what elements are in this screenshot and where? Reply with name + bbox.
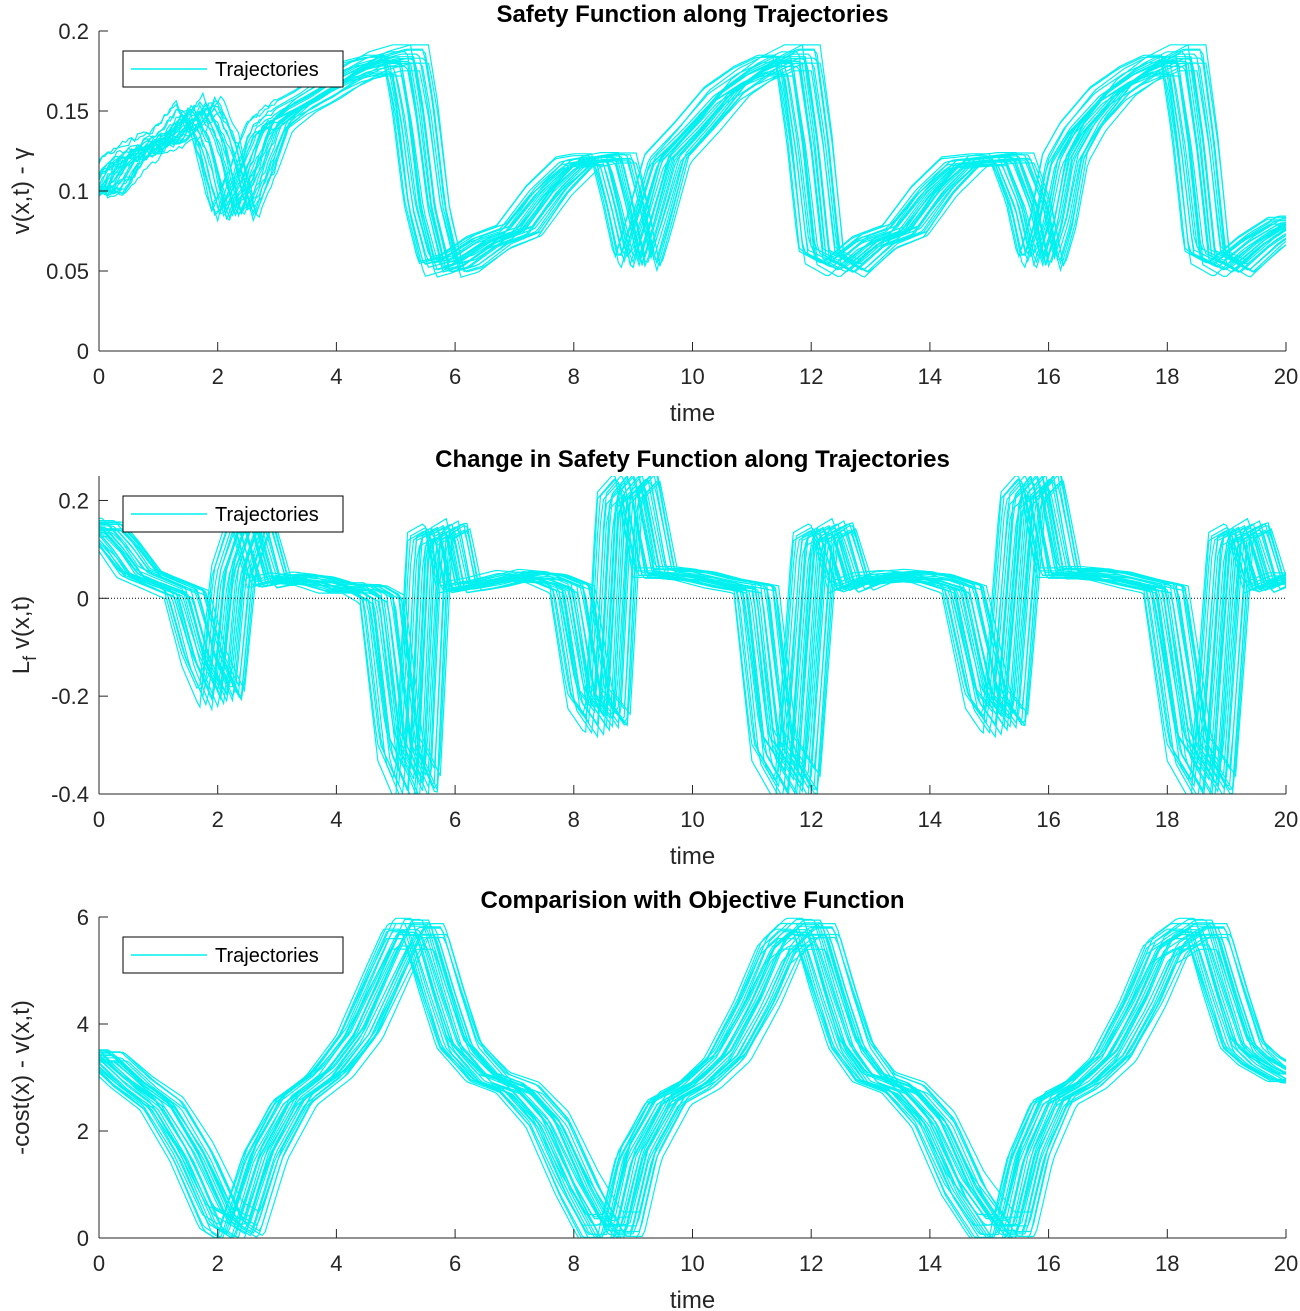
x-tick-label: 10 [680,364,704,389]
x-tick-label: 8 [568,1251,580,1276]
x-tick-label: 6 [449,364,461,389]
legend-label: Trajectories [215,945,319,967]
trajectory-line [99,479,1286,790]
trajectory-line [99,923,1286,1238]
x-tick-label: 20 [1274,364,1298,389]
x-tick-label: 0 [93,364,105,389]
chart-title: Safety Function along Trajectories [496,1,888,28]
trajectory-line [99,48,1286,271]
y-axis-label: -cost(x) - v(x,t) [8,1000,35,1155]
trajectory-line [99,927,1286,1238]
trajectory-line [99,934,1286,1220]
chart-title: Comparision with Objective Function [480,887,904,914]
x-tick-label: 0 [93,1251,105,1276]
y-tick-label: 2 [77,1119,89,1144]
x-tick-label: 2 [212,807,224,832]
trajectory-line [99,476,1286,794]
trajectory-line [99,934,1286,1237]
trajectory-line [99,482,1286,794]
x-tick-label: 16 [1036,807,1060,832]
y-tick-label: -0.4 [51,782,89,807]
y-axis-label-part: v(x,t) [8,596,35,656]
trajectory-line [99,936,1286,1213]
trajectory-line [99,55,1286,277]
x-tick-label: 10 [680,807,704,832]
x-tick-label: 14 [918,364,942,389]
x-tick-label: 6 [449,1251,461,1276]
trajectory-group [99,917,1286,1238]
trajectory-line [99,919,1286,1232]
trajectory-group [99,44,1286,278]
x-tick-label: 4 [330,364,342,389]
x-tick-label: 12 [799,807,823,832]
chart-svg-objective-comparison: 0 2 4 6 8 10 12 14 16 18 20 0 2 4 6 Comparision with Ob… [8,887,1298,1311]
trajectory-line [99,480,1286,778]
x-tick-label: 0 [93,807,105,832]
trajectory-line [99,54,1286,263]
x-tick-label: 2 [212,364,224,389]
y-tick-label: 6 [77,905,89,930]
y-tick-label: 0.05 [46,259,89,284]
x-tick-label: 4 [330,807,342,832]
x-tick-label: 2 [212,1251,224,1276]
y-axis-label-part: L [8,661,35,674]
trajectory-line [99,44,1286,272]
y-tick-label: 0.2 [58,488,89,513]
legend-label: Trajectories [215,59,319,81]
subplot-objective-comparison: 0 2 4 6 8 10 12 14 16 18 20 0 2 4 6 Comparision with Ob… [0,874,1300,1311]
trajectory-line [99,480,1286,793]
y-axis-label-subscript: f [20,655,40,661]
chart-svg-safety-function: 0 2 4 6 8 10 12 14 16 18 20 0 0.05 0.1 0.15 0.2 Safety F… [8,1,1298,427]
trajectory-line [99,56,1286,278]
x-tick-label: 20 [1274,807,1298,832]
trajectory-line [99,922,1286,1235]
trajectory-line [99,53,1286,265]
y-tick-label: 0 [77,586,89,611]
x-tick-label: 18 [1155,807,1179,832]
x-tick-label: 18 [1155,1251,1179,1276]
x-tick-label: 10 [680,1251,704,1276]
y-tick-label: 0 [77,1226,89,1251]
trajectory-line [99,931,1286,1218]
trajectory-line [99,62,1286,273]
legend-label: Trajectories [215,504,319,526]
subplot-change-in-safety-function: 0 2 4 6 8 10 12 14 16 18 20 -0.4 -0.2 0 0.2 Change in S… [0,437,1300,874]
trajectory-group [99,476,1286,794]
trajectory-line [99,923,1286,1233]
y-tick-label: 0.15 [46,99,89,124]
x-tick-label: 18 [1155,364,1179,389]
y-tick-label: 4 [77,1012,89,1037]
x-axis-label: time [670,400,715,427]
y-tick-label: 0.2 [58,19,89,44]
x-axis-label: time [670,843,715,870]
subplot-safety-function: 0 2 4 6 8 10 12 14 16 18 20 0 0.05 0.1 0.15 0.2 Safety F… [0,0,1300,437]
x-tick-label: 14 [918,1251,942,1276]
x-tick-label: 4 [330,1251,342,1276]
x-tick-label: 16 [1036,1251,1060,1276]
x-tick-label: 6 [449,807,461,832]
trajectory-line [99,934,1286,1221]
x-tick-label: 8 [568,807,580,832]
y-axis-label: Lf v(x,t) [8,596,40,674]
trajectory-line [99,58,1286,264]
x-tick-label: 14 [918,807,942,832]
x-axis-label: time [670,1287,715,1311]
trajectory-line [99,49,1286,278]
x-tick-label: 16 [1036,364,1060,389]
chart-svg-change-in-safety-function: 0 2 4 6 8 10 12 14 16 18 20 -0.4 -0.2 0 0.2 Change in S… [8,446,1298,870]
x-tick-label: 8 [568,364,580,389]
x-tick-label: 12 [799,364,823,389]
y-tick-label: 0.1 [58,179,89,204]
x-tick-label: 12 [799,1251,823,1276]
chart-title: Change in Safety Function along Trajecto… [435,446,950,473]
trajectory-line [99,933,1286,1237]
trajectory-line [99,44,1286,273]
trajectory-line [99,923,1286,1227]
y-tick-label: 0 [77,339,89,364]
y-axis-label: v(x,t) - γ [8,148,35,235]
x-tick-label: 20 [1274,1251,1298,1276]
y-tick-label: -0.2 [51,684,89,709]
